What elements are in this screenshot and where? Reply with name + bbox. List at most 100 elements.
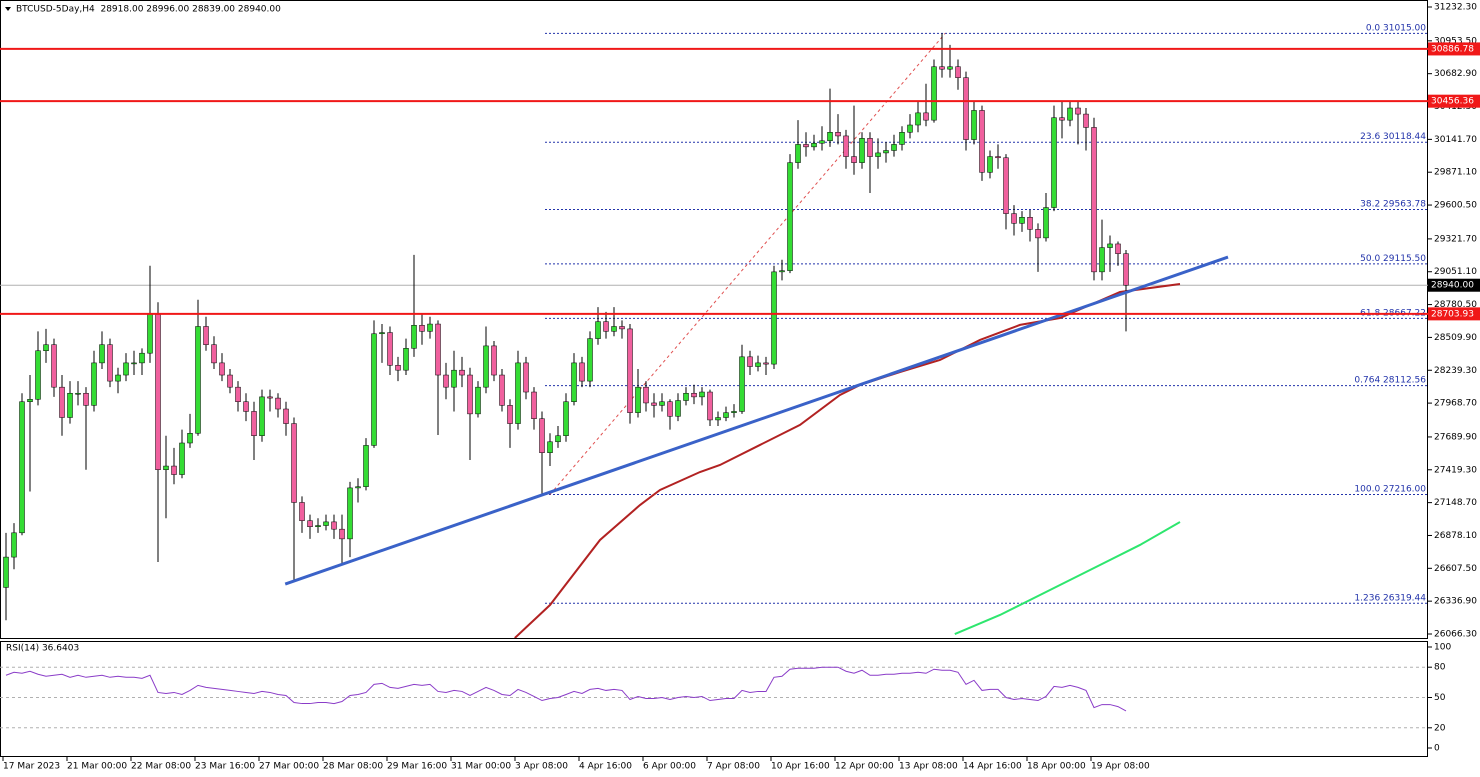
y-tick-label: 20 bbox=[1434, 723, 1446, 733]
candle-body bbox=[251, 411, 257, 436]
candle-body bbox=[243, 401, 249, 412]
candle-body bbox=[467, 374, 473, 415]
price-tag bbox=[1428, 94, 1480, 108]
candle-body bbox=[939, 66, 945, 70]
candle-body bbox=[1019, 217, 1025, 224]
fib-label: 61.8 28667.22 bbox=[1360, 308, 1426, 318]
x-tick-label: 31 Mar 00:00 bbox=[451, 762, 511, 772]
y-tick-label: 26878.10 bbox=[1434, 531, 1477, 541]
candle-body bbox=[227, 374, 233, 388]
candle-body bbox=[59, 386, 65, 418]
x-tick-label: 10 Apr 16:00 bbox=[771, 762, 830, 772]
candle-body bbox=[115, 374, 121, 382]
x-tick-label: 22 Mar 08:00 bbox=[131, 762, 191, 772]
x-tick-label: 19 Apr 08:00 bbox=[1091, 762, 1150, 772]
fib-label: 0.0 31015.00 bbox=[1366, 23, 1426, 33]
candle-body bbox=[1011, 213, 1017, 224]
rsi-title: RSI(14) 36.6403 bbox=[6, 644, 79, 654]
candle-body bbox=[1059, 117, 1065, 121]
fib-level-name: 1.236 bbox=[1354, 593, 1380, 603]
y-tick-label: 0 bbox=[1434, 744, 1440, 754]
candle-body bbox=[35, 350, 41, 400]
candle-body bbox=[675, 400, 681, 417]
candle-body bbox=[283, 408, 289, 424]
candle-body bbox=[587, 338, 593, 382]
candle-body bbox=[395, 365, 401, 371]
candle-body bbox=[619, 326, 625, 330]
candle-body bbox=[107, 344, 113, 382]
candle-body bbox=[835, 132, 841, 137]
candle-body bbox=[947, 66, 953, 70]
candle-body bbox=[1027, 217, 1033, 230]
candle-body bbox=[747, 356, 753, 367]
x-tick-label: 12 Apr 00:00 bbox=[835, 762, 894, 772]
price-tag-label: 30886.78 bbox=[1431, 44, 1474, 54]
y-tick-label: 26336.90 bbox=[1434, 597, 1477, 607]
candle-body bbox=[83, 392, 89, 406]
menu-arrow bbox=[5, 7, 11, 11]
candle-body bbox=[883, 150, 889, 154]
y-tick-label: 27419.30 bbox=[1434, 465, 1477, 475]
fib-level-price: 26319.44 bbox=[1383, 593, 1426, 603]
candle-body bbox=[1067, 107, 1073, 121]
candle-body bbox=[475, 386, 481, 415]
candle-body bbox=[571, 362, 577, 402]
y-tick-label: 30682.90 bbox=[1434, 69, 1477, 79]
candle-body bbox=[995, 156, 1001, 159]
candle-body bbox=[195, 326, 201, 434]
x-tick-label: 27 Mar 00:00 bbox=[259, 762, 319, 772]
x-tick-label: 3 Apr 08:00 bbox=[515, 762, 568, 772]
candle-body bbox=[259, 396, 265, 436]
fib-level-price: 27216.00 bbox=[1383, 484, 1426, 494]
candle-body bbox=[715, 417, 721, 421]
candle-body bbox=[515, 362, 521, 424]
candle-body bbox=[435, 323, 441, 376]
y-tick-label: 30141.70 bbox=[1434, 135, 1477, 145]
y-tick-label: 29871.10 bbox=[1434, 168, 1477, 178]
x-tick-label: 13 Apr 08:00 bbox=[899, 762, 958, 772]
candle-body bbox=[971, 110, 977, 140]
y-tick-label: 28509.90 bbox=[1434, 333, 1477, 343]
candle-body bbox=[211, 344, 217, 364]
candle-body bbox=[1099, 247, 1105, 273]
candle-body bbox=[955, 66, 961, 78]
candle-body bbox=[371, 333, 377, 446]
candle-body bbox=[307, 520, 313, 527]
candle-body bbox=[595, 321, 601, 339]
y-tick-label: 29600.50 bbox=[1434, 201, 1477, 211]
y-tick-label: 29051.10 bbox=[1434, 267, 1477, 277]
price-panel: 0.0 31015.00 23.6 30118.44 38.2 29563.78 50… bbox=[0, 23, 1428, 638]
candle-body bbox=[91, 362, 97, 406]
candle-body bbox=[275, 397, 281, 410]
fib-level-name: 50.0 bbox=[1360, 253, 1380, 263]
candle-body bbox=[267, 396, 273, 399]
candle-body bbox=[691, 392, 697, 398]
fib-level-name: 0.764 bbox=[1354, 375, 1380, 385]
candle-body bbox=[779, 270, 785, 273]
candle-body bbox=[139, 352, 145, 364]
candle-body bbox=[331, 521, 337, 530]
price-tag-label: 28703.93 bbox=[1431, 309, 1474, 319]
current-price-tag bbox=[1428, 278, 1480, 292]
candle-body bbox=[811, 142, 817, 148]
candle-body bbox=[539, 418, 545, 453]
candle-body bbox=[907, 124, 913, 133]
candle-body bbox=[563, 401, 569, 436]
candle-body bbox=[667, 401, 673, 417]
candle-body bbox=[1043, 207, 1049, 239]
candle-body bbox=[355, 486, 361, 489]
y-tick-label: 31232.30 bbox=[1434, 3, 1477, 13]
candle-body bbox=[1123, 253, 1129, 286]
candle-body bbox=[219, 362, 225, 376]
candle-body bbox=[531, 391, 537, 419]
candle-body bbox=[27, 399, 33, 402]
candle-body bbox=[755, 362, 761, 367]
fib-level-price: 29563.78 bbox=[1383, 199, 1426, 209]
candle-body bbox=[419, 325, 425, 332]
main-frame bbox=[0, 0, 1428, 639]
candle-body bbox=[499, 374, 505, 406]
candle-body bbox=[1075, 107, 1081, 115]
y-tick-label: 26607.50 bbox=[1434, 564, 1477, 574]
candle-body bbox=[387, 332, 393, 366]
